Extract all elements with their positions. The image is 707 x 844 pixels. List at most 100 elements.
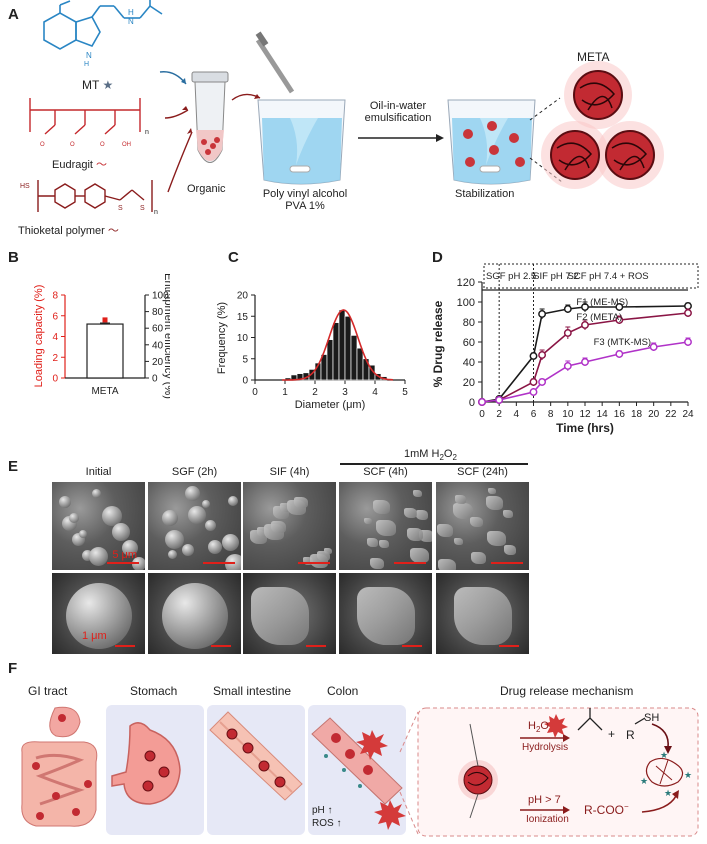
d-point	[529, 388, 538, 396]
e-closeup-particle	[453, 586, 512, 645]
d-ytick-label: 80	[463, 317, 475, 329]
meta-particles-icon	[541, 61, 664, 189]
e-sem-top-image	[148, 482, 241, 570]
c-hist-bar	[332, 322, 340, 381]
panel-label-b: B	[8, 249, 19, 266]
panel-label-a: A	[8, 6, 19, 23]
panel-label-d: D	[432, 249, 443, 266]
c-hist-bar	[338, 309, 346, 381]
d-ytick-label: 0	[469, 397, 475, 409]
e-scalebar-top	[394, 562, 426, 564]
f-ph-up: pH ↑	[312, 805, 333, 816]
e-particle	[437, 524, 453, 537]
d-xtick-label: 2	[496, 409, 502, 420]
e-particle	[379, 540, 389, 548]
c-xlabel: Diameter (μm)	[295, 399, 366, 411]
e-particle	[373, 500, 390, 514]
panel-label-c: C	[228, 249, 239, 266]
e-column-label: SIF (4h)	[269, 466, 310, 478]
e-sem-top-image: 5 μm	[52, 482, 145, 570]
d-xtick-label: 20	[648, 409, 660, 420]
d-ytick-label: 20	[463, 377, 475, 389]
d-point	[478, 398, 486, 406]
d-series-label: F1 (ME-MS)	[576, 297, 628, 308]
e-particle	[102, 506, 122, 526]
e-particle	[324, 548, 332, 555]
d-point	[581, 321, 589, 329]
f-stomach-label: Stomach	[130, 684, 178, 698]
e-particle	[92, 489, 101, 498]
panel-label-f: F	[8, 660, 18, 677]
e-particle	[407, 528, 423, 541]
e-particle	[165, 530, 184, 549]
d-phase-label: SCF pH 7.4 + ROS	[568, 271, 649, 282]
e-scale-label-bottom: 1 μm	[82, 630, 107, 642]
e-particle	[59, 496, 71, 508]
stabilization-beaker-icon	[447, 99, 536, 185]
f-plus-label: +	[608, 727, 616, 741]
d-point	[684, 309, 692, 317]
d-series-line	[481, 312, 689, 403]
svg-text:OH: OH	[122, 142, 131, 148]
e-scalebar-top	[203, 562, 235, 564]
f-hydrolysis-label: Hydrolysis	[522, 742, 569, 753]
e-sem-bottom-image: 1 μm	[52, 573, 145, 654]
d-point	[495, 396, 504, 404]
emulsification-label: Oil-in-water emulsification	[364, 100, 432, 124]
panel-label-e: E	[8, 458, 19, 475]
f-illustrations: ★ ★ ★ ★	[21, 706, 699, 837]
b-y2tick-label: 40	[152, 340, 164, 351]
e-sem-bottom-image	[148, 573, 241, 654]
b-ytick-label: 6	[52, 311, 58, 322]
d-xtick-label: 8	[548, 409, 554, 420]
released-drug-icon: ★ ★ ★ ★	[640, 750, 692, 798]
curved-arrows	[159, 71, 193, 193]
d-xtick-label: 10	[562, 409, 574, 420]
e-closeup-particle	[356, 586, 415, 645]
c-hist-bar	[350, 335, 358, 381]
e-particle	[487, 531, 506, 547]
e-h2o2-header: 1mM H2O2	[404, 448, 457, 463]
d-xtick-label: 22	[665, 409, 677, 420]
f-mechanism-label: Drug release mechanism	[500, 684, 634, 698]
f-colon-label: Colon	[327, 684, 359, 698]
b-y2tick-label: 80	[152, 307, 164, 318]
svg-text:N: N	[86, 51, 92, 60]
d-xtick-label: 4	[514, 409, 520, 420]
d-xtick-label: 14	[597, 409, 609, 420]
pva-label: Poly vinyl alcohol PVA 1%	[262, 188, 348, 212]
e-column-label: SCF (4h)	[363, 466, 408, 478]
f-h2o-label: H2O	[528, 720, 549, 735]
d-point	[684, 338, 692, 346]
e-scalebar-bottom	[306, 645, 326, 647]
star-icon: ★	[99, 78, 114, 92]
e-sem-bottom-image	[243, 573, 336, 654]
d-point	[529, 352, 538, 360]
e-particle	[280, 503, 291, 512]
e-particle	[257, 527, 269, 537]
c-ytick-label: 20	[237, 291, 249, 302]
svg-text:★: ★	[640, 776, 648, 786]
b-ylabel: Loading capacity (%)	[33, 285, 45, 388]
e-particle	[488, 488, 496, 495]
c-xtick-label: 3	[342, 387, 348, 398]
e-particle	[454, 538, 463, 546]
d-ytick-label: 40	[463, 357, 475, 369]
b-y2tick-label: 20	[152, 357, 164, 368]
d-point	[538, 310, 547, 318]
e-scalebar-top	[491, 562, 523, 564]
organic-tube-icon	[191, 71, 229, 163]
eudragit-label: Eudragit ～	[52, 159, 108, 171]
c-ytick-label: 10	[237, 333, 249, 344]
e-particle	[470, 517, 483, 528]
d-point	[563, 362, 572, 370]
organic-label: Organic	[187, 183, 226, 195]
b-bar-meta	[86, 323, 124, 379]
thioketal-label: Thioketal polymer ～	[18, 225, 119, 237]
c-xtick-label: 0	[252, 387, 258, 398]
d-point	[684, 302, 692, 310]
d-point	[563, 305, 572, 313]
e-particle	[504, 545, 516, 555]
